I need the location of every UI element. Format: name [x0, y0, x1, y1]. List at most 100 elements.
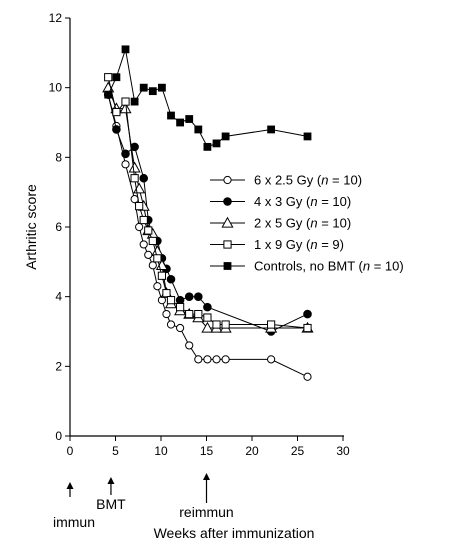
legend-entry: 1 x 9 Gy (n = 9): [210, 237, 344, 252]
data-point: [176, 323, 185, 333]
series-circle-open: [104, 90, 312, 381]
series: [102, 45, 314, 381]
data-point: [166, 320, 176, 329]
data-point: [203, 142, 212, 151]
legend-label: 2 x 5 Gy (n = 10): [254, 216, 351, 231]
x-ticks: 0 5 10 15 20 25 30: [67, 436, 350, 458]
data-point: [194, 309, 203, 319]
legend-label: 6 x 2.5 Gy (n = 10): [254, 173, 362, 188]
data-point: [203, 313, 212, 322]
legend-entry: 2 x 5 Gy (n = 10): [210, 216, 351, 231]
y-tick-label: 0: [55, 429, 62, 443]
series-circle-filled: [103, 90, 312, 336]
data-point: [112, 73, 121, 82]
data-point: [303, 372, 312, 381]
data-point: [139, 215, 148, 225]
data-point: [144, 226, 153, 235]
data-point: [130, 97, 139, 106]
legend-entry: 4 x 3 Gy (n = 10): [210, 194, 351, 209]
data-point: [194, 292, 203, 301]
x-tick-label: 30: [336, 444, 350, 458]
y-ticks: 0 2 4 6 8 10 12: [49, 11, 70, 443]
data-point: [162, 289, 171, 298]
data-point: [267, 320, 276, 329]
data-point: [184, 292, 194, 301]
axes: 0 2 4 6 8 10 12 0 5 10 15 20 25 30 Arthritic score W…: [23, 11, 350, 541]
data-point: [104, 90, 113, 99]
data-point: [112, 125, 121, 134]
data-point: [203, 355, 212, 364]
data-point: [303, 132, 312, 141]
data-point: [135, 202, 144, 211]
data-point: [104, 73, 113, 82]
annotation-label: immun: [53, 514, 95, 530]
data-point: [185, 115, 194, 123]
y-tick-label: 12: [49, 11, 63, 25]
legend-entry: 6 x 2.5 Gy (n = 10): [210, 173, 362, 188]
x-tick-label: 15: [200, 444, 214, 458]
data-point: [201, 321, 214, 333]
arrow-head-icon: [203, 473, 210, 480]
data-point: [139, 83, 148, 92]
data-point: [139, 240, 148, 249]
arrow-head-icon: [107, 477, 115, 484]
y-tick-label: 4: [55, 290, 62, 304]
data-point: [139, 173, 149, 183]
series-square-open: [104, 73, 312, 333]
data-point: [157, 271, 167, 280]
x-axis-label: Weeks after immunization: [154, 525, 315, 541]
data-point: [194, 125, 203, 134]
annotation-BMT: BMT: [96, 477, 126, 512]
data-point: [203, 302, 212, 312]
y-tick-label: 10: [49, 81, 63, 95]
legend-marker: [223, 175, 232, 185]
data-point: [167, 111, 175, 120]
data-point: [166, 296, 176, 305]
data-point: [162, 309, 171, 319]
data-point: [148, 87, 157, 96]
data-point: [128, 161, 141, 173]
data-point: [153, 254, 162, 263]
data-point: [185, 309, 194, 319]
data-point: [175, 295, 185, 305]
data-point: [148, 236, 157, 246]
x-tick-label: 20: [245, 444, 259, 458]
series-line: [107, 94, 308, 378]
series-square-filled: [104, 45, 312, 151]
data-point: [212, 139, 221, 148]
legend-label: Controls, no BMT (n = 10): [254, 259, 404, 274]
series-line: [107, 94, 308, 333]
data-point: [176, 303, 185, 312]
data-point: [221, 132, 230, 141]
data-point: [148, 261, 157, 270]
data-point: [176, 118, 185, 127]
y-tick-label: 2: [55, 359, 62, 373]
legend-marker: [223, 197, 232, 206]
data-point: [121, 97, 130, 106]
data-point: [121, 45, 130, 54]
data-point: [119, 102, 132, 114]
x-tick-label: 5: [112, 444, 119, 458]
annotation-immun: immun: [53, 482, 95, 530]
data-point: [130, 174, 139, 183]
legend: 6 x 2.5 Gy (n = 10) 4 x 3 Gy (n = 10) 2 x …: [210, 173, 404, 274]
legend-marker: [221, 216, 234, 228]
arrow-head-icon: [66, 482, 74, 489]
data-point: [144, 250, 153, 259]
data-point: [194, 355, 203, 364]
data-point: [212, 355, 221, 364]
data-point: [221, 320, 230, 329]
data-point: [151, 245, 164, 257]
series-line: [107, 49, 308, 148]
x-tick-label: 25: [291, 444, 305, 458]
legend-label: 4 x 3 Gy (n = 10): [254, 194, 351, 209]
data-point: [212, 320, 221, 329]
annotation-label: BMT: [96, 496, 126, 512]
data-point: [153, 282, 162, 291]
legend-marker: [223, 262, 232, 270]
data-point: [303, 309, 312, 319]
y-tick-label: 8: [55, 150, 62, 164]
